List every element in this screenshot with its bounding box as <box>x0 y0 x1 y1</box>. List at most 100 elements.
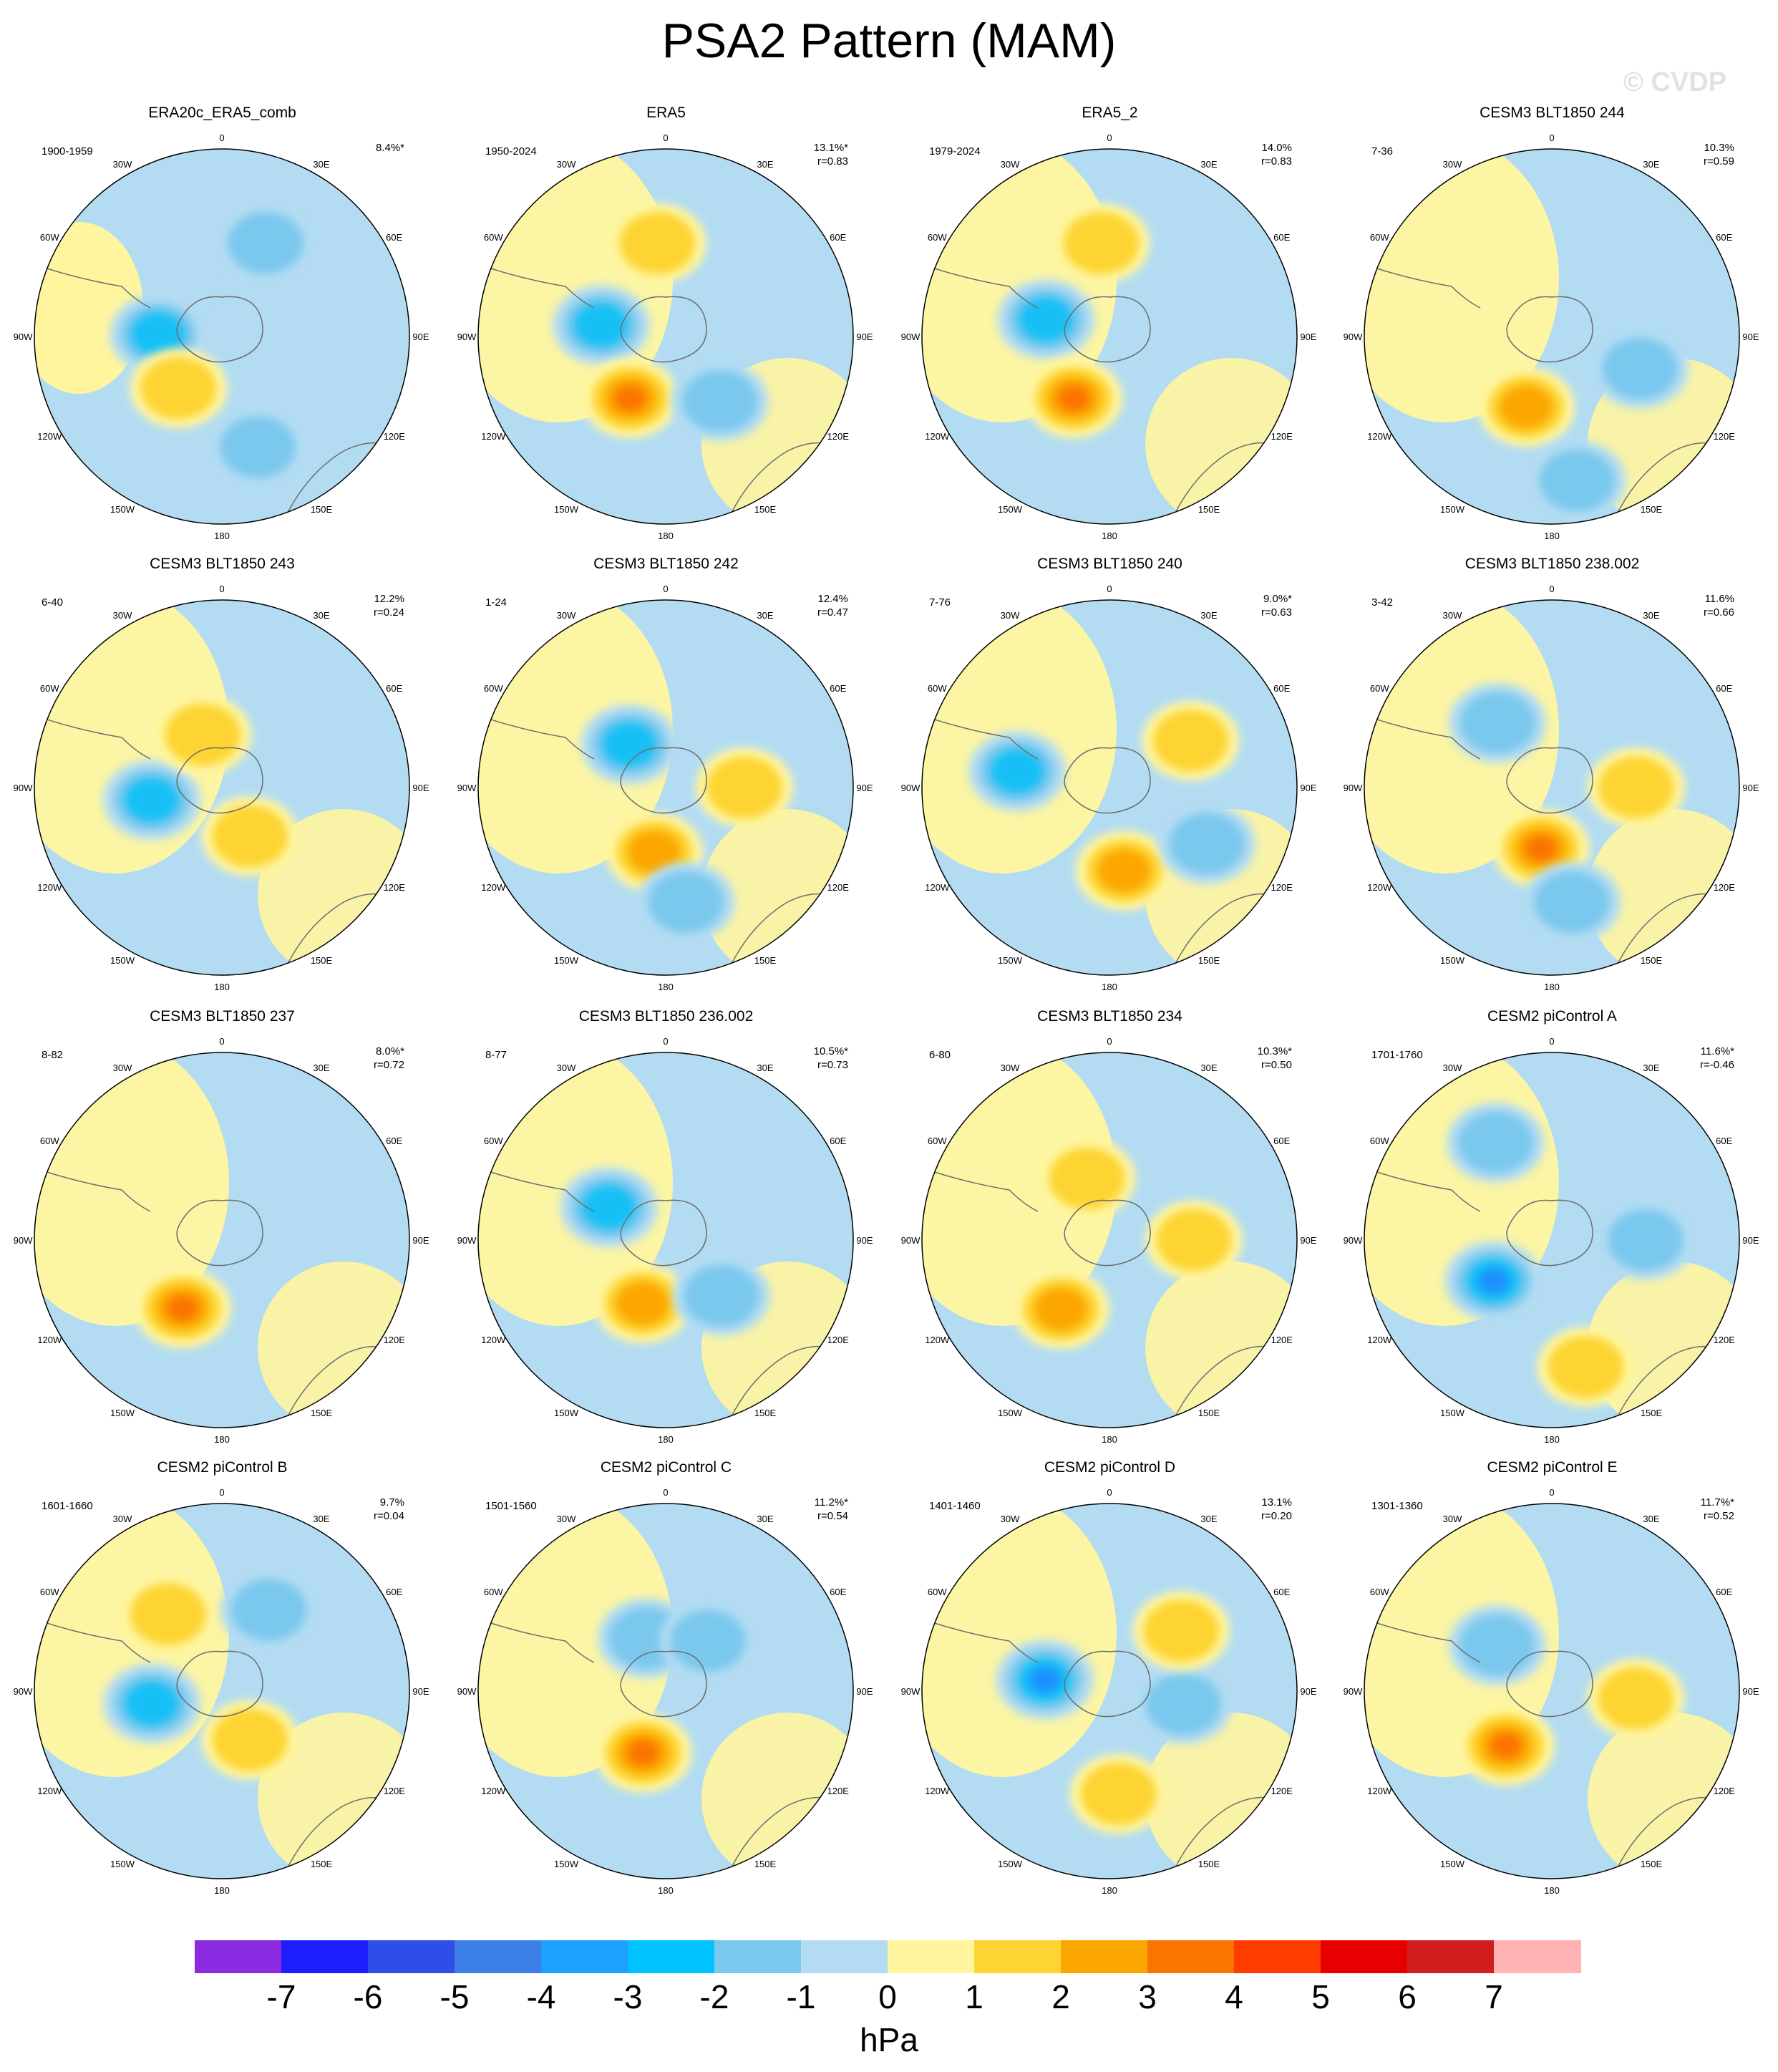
longitude-label: 30W <box>1443 159 1462 170</box>
panel-title: CESM3 BLT1850 243 <box>150 556 295 572</box>
coastline <box>923 715 1039 760</box>
longitude-label: 120E <box>827 431 850 442</box>
anomaly-contour <box>614 385 646 412</box>
longitude-label: 0 <box>663 132 668 143</box>
panel-variance: 11.6% r=0.66 <box>1704 592 1734 619</box>
longitude-label: 0 <box>663 1487 668 1498</box>
pattern-correlation: r=0.24 <box>374 606 404 619</box>
longitude-label: 90E <box>856 783 873 793</box>
longitude-label: 120W <box>37 882 62 893</box>
longitude-label: 60E <box>1716 1587 1732 1597</box>
longitude-label: 60W <box>40 232 59 243</box>
longitude-label: 30E <box>1200 1062 1217 1073</box>
coastline <box>620 296 707 363</box>
page-title: PSA2 Pattern (MAM) <box>661 14 1117 68</box>
variance-percent: 13.1% <box>1261 1496 1292 1509</box>
longitude-label: 150E <box>1641 1859 1663 1869</box>
longitude-label: 60W <box>928 683 947 694</box>
longitude-label: 120E <box>1271 1335 1293 1345</box>
longitude-label: 120W <box>925 431 950 442</box>
panel-years: 1501-1560 <box>485 1500 537 1512</box>
longitude-label: 120E <box>1714 882 1736 893</box>
colorbar-box <box>628 1940 715 1973</box>
variance-percent: 11.6%* <box>1700 1045 1734 1057</box>
longitude-label: 150W <box>554 504 579 515</box>
longitude-label: 0 <box>219 584 224 594</box>
polar-map: 0 30E 60E 90E 120E 150E 180 150W 120W 90W 60W 30W <box>457 132 873 541</box>
colorbar-unit: hPa <box>860 2021 918 2058</box>
colorbar-tick-label: -2 <box>699 1978 729 2015</box>
longitude-label: 30E <box>757 610 773 621</box>
longitude-label: 150W <box>1440 504 1465 515</box>
anomaly-contour <box>1459 692 1536 754</box>
panel-years: 1900-1959 <box>42 145 93 158</box>
variance-percent: 9.0%* <box>1263 593 1292 605</box>
longitude-label: 60E <box>1273 683 1290 694</box>
longitude-label: 0 <box>663 584 668 594</box>
coastline <box>923 1168 1039 1212</box>
coastline <box>176 1650 263 1718</box>
panel-variance: 12.2% r=0.24 <box>374 592 404 619</box>
longitude-label: 150W <box>110 1408 135 1418</box>
longitude-label: 0 <box>1549 1036 1554 1047</box>
anomaly-contour <box>1539 450 1616 512</box>
map-panel: CESM2 piControl A 1701-1760 11.6%* r=-0.46 0… <box>1330 904 1774 1445</box>
panel-years: 1401-1460 <box>929 1500 981 1512</box>
longitude-label: 90E <box>1300 1686 1316 1697</box>
anomaly-contour <box>990 749 1044 793</box>
coastline <box>620 1650 707 1718</box>
longitude-label: 150E <box>1198 504 1220 515</box>
longitude-label: 150E <box>311 504 333 515</box>
anomaly-contour <box>627 830 681 874</box>
panel-years: 1601-1660 <box>42 1500 93 1512</box>
longitude-label: 90W <box>14 1235 33 1246</box>
variance-percent: 11.6% <box>1704 593 1734 605</box>
coastline <box>1365 1168 1481 1212</box>
longitude-label: 0 <box>663 1036 668 1047</box>
panel-title: CESM2 piControl D <box>1044 1459 1176 1476</box>
longitude-label: 60E <box>386 683 402 694</box>
anomaly-contour <box>582 1185 636 1229</box>
pattern-correlation: r=0.54 <box>817 1510 848 1522</box>
anomaly-contour <box>1097 848 1151 893</box>
longitude-label: 90E <box>1742 1686 1759 1697</box>
longitude-label: 90W <box>901 331 920 342</box>
panel-variance: 12.4% r=0.47 <box>817 592 848 619</box>
anomaly-contour <box>1602 337 1678 400</box>
map-border <box>1364 1503 1740 1879</box>
polar-map: 0 30E 60E 90E 120E 150E 180 150W 120W 90W 60W 30W <box>1344 1036 1759 1445</box>
pattern-correlation: r=0.72 <box>374 1059 404 1071</box>
coastline <box>176 1199 263 1267</box>
anomaly-contour <box>1534 871 1611 934</box>
longitude-label: 150W <box>110 1859 135 1869</box>
longitude-label: 90E <box>1300 783 1316 793</box>
longitude-label: 90E <box>1742 783 1759 793</box>
longitude-label: 150E <box>754 1408 777 1418</box>
longitude-label: 120E <box>384 882 406 893</box>
anomaly-contour <box>140 357 217 420</box>
longitude-label: 150W <box>1440 955 1465 966</box>
longitude-label: 180 <box>1544 1885 1560 1896</box>
longitude-label: 150E <box>1641 955 1663 966</box>
longitude-label: 120W <box>37 1786 62 1796</box>
colorbar-box <box>1061 1940 1148 1973</box>
panel-title: CESM3 BLT1850 238.002 <box>1464 556 1640 572</box>
longitude-label: 120E <box>1271 882 1293 893</box>
longitude-label: 90E <box>412 1686 429 1697</box>
coastline <box>1506 296 1593 363</box>
longitude-label: 90E <box>856 331 873 342</box>
map-panel: CESM3 BLT1850 234 6-80 10.3%* r=0.50 0 30E 60E… <box>888 904 1332 1445</box>
map-panel: CESM3 BLT1850 236.002 8-77 10.5%* r=0.73 0 30… <box>444 904 888 1445</box>
longitude-label: 150W <box>1440 1408 1465 1418</box>
panel-title: ERA5_2 <box>1082 105 1138 121</box>
longitude-label: 60W <box>1370 1136 1389 1146</box>
anomaly-contour <box>1019 297 1073 342</box>
polar-map: 0 30E 60E 90E 120E 150E 180 150W 120W 90W 60W 30W <box>1344 584 1759 992</box>
longitude-label: 30W <box>1001 1062 1020 1073</box>
panel-years: 8-82 <box>42 1049 64 1061</box>
pattern-correlation: r=0.52 <box>1704 1510 1734 1522</box>
anomaly-contour <box>1477 1268 1510 1294</box>
longitude-label: 180 <box>658 982 674 992</box>
longitude-label: 120W <box>481 1786 506 1796</box>
longitude-label: 60E <box>1273 232 1290 243</box>
